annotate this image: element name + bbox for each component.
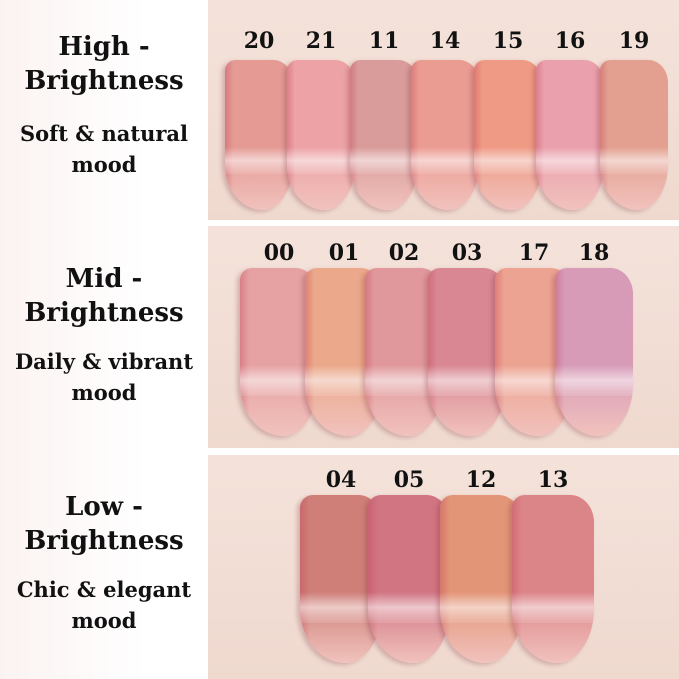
shade-number: 01 [328, 240, 360, 266]
lip-swatch [555, 268, 633, 436]
labels-column [0, 0, 208, 679]
lip-swatch [512, 495, 594, 663]
lip-swatch [225, 60, 293, 210]
shade-number: 05 [393, 467, 425, 493]
lip-swatch [440, 495, 522, 663]
shade-number: 14 [429, 28, 461, 54]
shade-number: 12 [465, 467, 497, 493]
lip-swatch [600, 60, 668, 210]
shade-number: 02 [388, 240, 420, 266]
shade-number: 20 [243, 28, 275, 54]
shade-number: 16 [554, 28, 586, 54]
group-title-mid: Mid - Brightness [24, 264, 184, 328]
lip-swatch [474, 60, 542, 210]
shade-number: 03 [451, 240, 483, 266]
lip-swatch [350, 60, 418, 210]
shade-number: 17 [518, 240, 550, 266]
lip-swatch [428, 268, 506, 436]
lip-swatch [368, 495, 450, 663]
group-title-low: Low - Brightness [24, 492, 184, 556]
shade-number: 13 [537, 467, 569, 493]
shade-number: 21 [305, 28, 337, 54]
group-mood-mid: Daily & vibrant mood [14, 349, 194, 405]
group-mood-high: Soft & natural mood [20, 121, 188, 177]
lip-swatch [411, 60, 479, 210]
group-mood-low: Chic & elegant mood [16, 577, 192, 633]
lip-swatch [287, 60, 355, 210]
shade-number: 15 [492, 28, 524, 54]
shade-number: 18 [578, 240, 610, 266]
shade-number: 00 [263, 240, 295, 266]
lip-swatch [536, 60, 604, 210]
shade-number: 11 [368, 28, 400, 54]
group-title-high: High - Brightness [24, 32, 184, 96]
shade-number: 19 [618, 28, 650, 54]
shade-number: 04 [325, 467, 357, 493]
